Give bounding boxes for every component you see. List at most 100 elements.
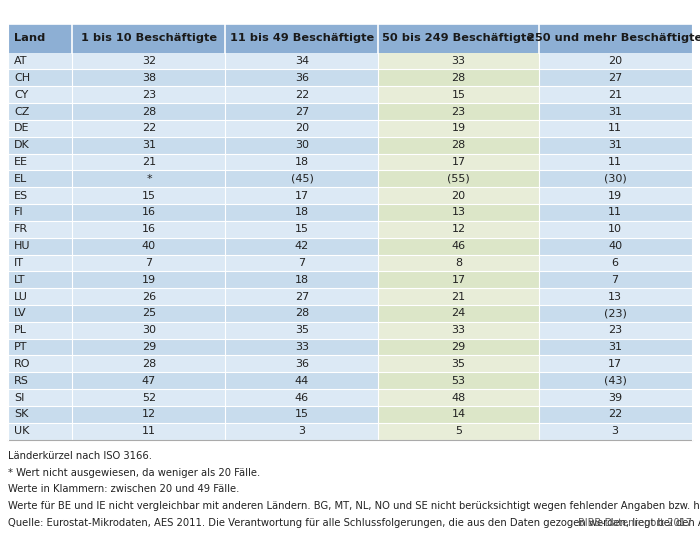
Bar (538, 356, 692, 372)
Text: 40: 40 (142, 241, 156, 251)
Bar (379, 86, 538, 103)
Bar (8, 103, 73, 120)
Text: 17: 17 (608, 359, 622, 369)
Text: BIBB-Datenreport 2017: BIBB-Datenreport 2017 (578, 518, 692, 528)
Bar (73, 153, 225, 170)
Bar (73, 356, 225, 372)
Bar (538, 204, 692, 221)
Bar (538, 389, 692, 406)
Text: 31: 31 (608, 342, 622, 352)
Bar (379, 305, 538, 322)
Bar (225, 204, 379, 221)
Text: 26: 26 (142, 292, 156, 302)
Bar (8, 221, 73, 237)
Bar (538, 103, 692, 120)
Bar (379, 137, 538, 153)
Bar (225, 120, 379, 137)
Text: 20: 20 (295, 123, 309, 133)
Text: 15: 15 (142, 190, 156, 200)
Text: 10: 10 (608, 225, 622, 234)
Text: CY: CY (14, 90, 28, 100)
Bar (8, 272, 73, 288)
Text: 1 bis 10 Beschäftigte: 1 bis 10 Beschäftigte (81, 33, 217, 43)
Text: (45): (45) (290, 174, 314, 184)
Text: 22: 22 (142, 123, 156, 133)
Bar (225, 255, 379, 272)
Bar (73, 305, 225, 322)
Bar (8, 69, 73, 86)
Text: HU: HU (14, 241, 31, 251)
Bar (538, 288, 692, 305)
Text: 19: 19 (452, 123, 466, 133)
Bar (538, 170, 692, 187)
Bar (225, 170, 379, 187)
Text: 42: 42 (295, 241, 309, 251)
Bar (8, 86, 73, 103)
Text: 47: 47 (142, 376, 156, 386)
Text: 12: 12 (142, 409, 156, 419)
Bar (538, 255, 692, 272)
Bar (379, 406, 538, 423)
Text: (23): (23) (603, 309, 626, 319)
Text: 22: 22 (295, 90, 309, 100)
Bar (73, 204, 225, 221)
Bar (379, 288, 538, 305)
Text: 7: 7 (146, 258, 153, 268)
Text: 46: 46 (295, 393, 309, 403)
Text: 44: 44 (295, 376, 309, 386)
Text: 7: 7 (298, 258, 305, 268)
Bar (8, 423, 73, 440)
Text: Werte in Klammern: zwischen 20 und 49 Fälle.: Werte in Klammern: zwischen 20 und 49 Fä… (8, 484, 240, 494)
Bar (8, 339, 73, 356)
Text: 35: 35 (452, 359, 466, 369)
Text: * Wert nicht ausgewiesen, da weniger als 20 Fälle.: * Wert nicht ausgewiesen, da weniger als… (8, 468, 260, 478)
Text: FR: FR (14, 225, 28, 234)
Text: 36: 36 (295, 73, 309, 83)
Bar (225, 272, 379, 288)
Text: 11: 11 (142, 426, 156, 436)
Bar (225, 86, 379, 103)
Bar (73, 389, 225, 406)
Bar (225, 339, 379, 356)
Text: 7: 7 (612, 275, 619, 285)
Text: 8: 8 (455, 258, 462, 268)
Bar (538, 221, 692, 237)
Bar (379, 356, 538, 372)
Bar (538, 305, 692, 322)
Bar (73, 120, 225, 137)
Bar (8, 170, 73, 187)
Bar (8, 53, 73, 69)
Text: 19: 19 (142, 275, 156, 285)
Bar (73, 86, 225, 103)
Text: 33: 33 (452, 56, 466, 66)
Bar (379, 221, 538, 237)
Bar (73, 272, 225, 288)
Bar (73, 137, 225, 153)
Bar (73, 406, 225, 423)
Text: 28: 28 (142, 359, 156, 369)
Bar (538, 137, 692, 153)
Bar (73, 255, 225, 272)
Text: SK: SK (14, 409, 29, 419)
Text: LU: LU (14, 292, 28, 302)
Bar (225, 221, 379, 237)
Bar (379, 423, 538, 440)
Text: LV: LV (14, 309, 27, 319)
Text: 31: 31 (142, 140, 156, 150)
Bar (73, 423, 225, 440)
Bar (538, 272, 692, 288)
Text: Länderkürzel nach ISO 3166.: Länderkürzel nach ISO 3166. (8, 451, 153, 461)
Text: 11: 11 (608, 157, 622, 167)
Text: 46: 46 (452, 241, 466, 251)
Bar (225, 103, 379, 120)
Text: AT: AT (14, 56, 27, 66)
Text: PT: PT (14, 342, 27, 352)
Text: 53: 53 (452, 376, 466, 386)
Bar (73, 53, 225, 69)
Text: UK: UK (14, 426, 29, 436)
Bar (379, 372, 538, 389)
Bar (538, 120, 692, 137)
Text: 36: 36 (295, 359, 309, 369)
Text: 15: 15 (295, 225, 309, 234)
Text: (30): (30) (603, 174, 626, 184)
